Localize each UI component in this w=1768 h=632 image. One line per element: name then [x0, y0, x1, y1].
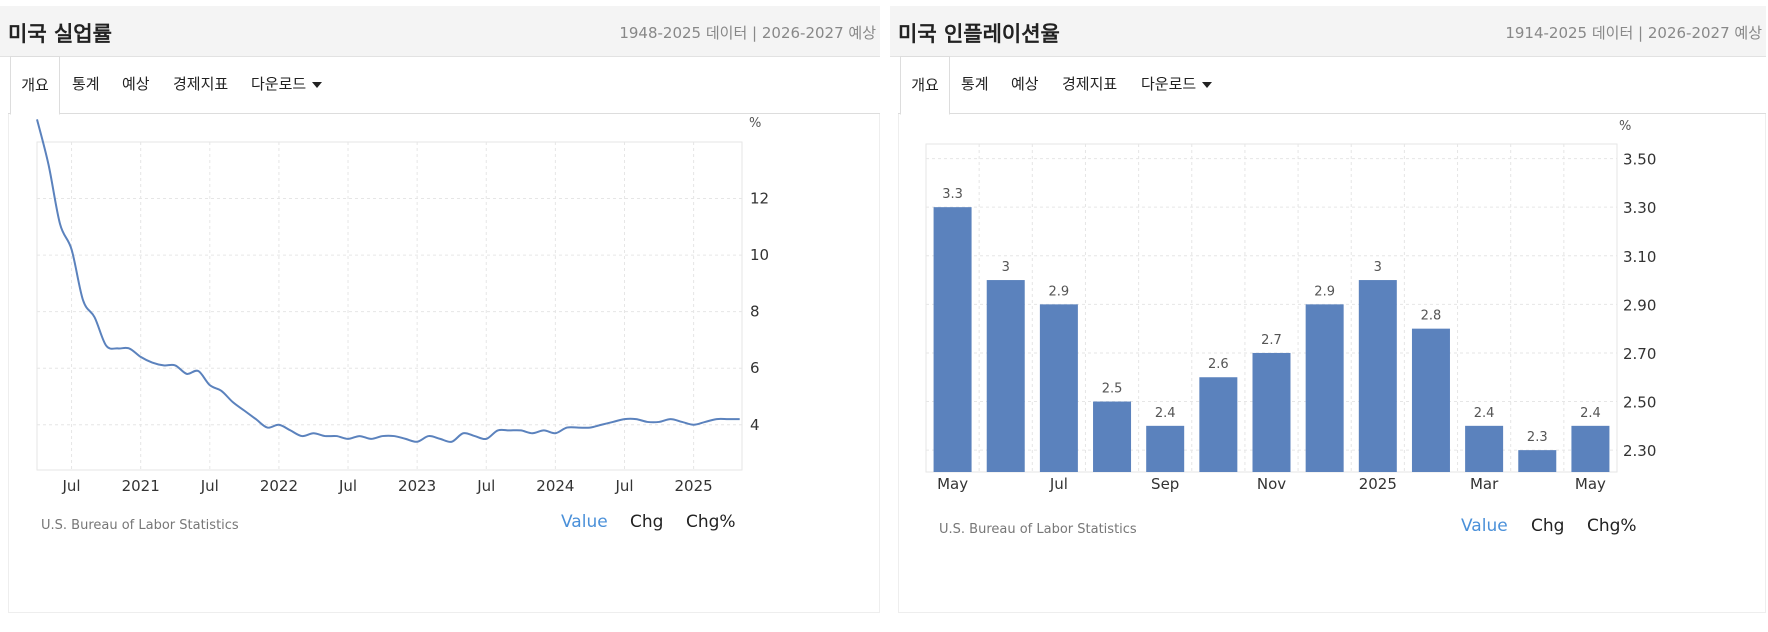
bar-data-label: 2.3: [1527, 430, 1548, 445]
panel-title: 미국 실업률: [8, 22, 112, 46]
tab-bar: 개요 통계 예상 경제지표 다운로드: [898, 56, 1766, 115]
bar: [986, 280, 1025, 472]
bar: [1252, 352, 1291, 472]
tab-indicators[interactable]: 경제지표: [1062, 75, 1118, 93]
chg-percent-button[interactable]: Chg%: [1587, 516, 1637, 536]
plot-frame: [36, 141, 743, 471]
value-button[interactable]: Value: [1461, 516, 1508, 536]
y-tick-label: 3.50: [1623, 151, 1656, 169]
tab-statistics[interactable]: 통계: [72, 75, 100, 93]
inflation-bar-chart: 2.30 2.50 2.70 2.90 3.10 3.30 3.50% 3.3 May 3 2.9 J…: [925, 119, 1656, 493]
x-tick-label: 2024: [536, 477, 574, 495]
bar-data-label: 3: [1002, 260, 1010, 275]
unemployment-panel: 미국 실업률 1948-2025 데이터 | 2026-2027 예상 개요 통…: [0, 6, 880, 620]
bar: [933, 207, 972, 472]
caret-down-icon: [312, 81, 323, 88]
tab-indicators[interactable]: 경제지표: [173, 75, 229, 93]
download-label: 다운로드: [1141, 75, 1197, 93]
tab-download[interactable]: 다운로드: [1141, 56, 1213, 112]
tab-forecast[interactable]: 예상: [1011, 75, 1039, 93]
tab-bar: 개요 통계 예상 경제지표 다운로드: [8, 56, 880, 115]
x-tick-label: 2025: [1359, 475, 1397, 493]
x-tick-label: 2023: [398, 477, 436, 495]
unit-label: %: [1619, 119, 1631, 134]
data-range-note: 1948-2025 데이터 | 2026-2027 예상: [619, 24, 876, 42]
bar: [1305, 304, 1344, 472]
bar-data-label: 2.9: [1314, 284, 1335, 299]
x-tick-label: 2021: [122, 477, 160, 495]
bar: [1518, 450, 1557, 472]
tab-statistics[interactable]: 통계: [961, 75, 989, 93]
tab-overview[interactable]: 개요: [900, 56, 950, 115]
chg-button[interactable]: Chg: [1531, 516, 1565, 536]
y-tick-label: 2.90: [1623, 296, 1656, 314]
x-tick-label: Jul: [614, 477, 633, 495]
x-tick-label: Sep: [1151, 475, 1179, 493]
bar: [1571, 425, 1610, 472]
y-tick-label: 4: [750, 416, 760, 434]
y-tick-label: 12: [750, 190, 769, 208]
x-tick-label: Mar: [1470, 475, 1499, 493]
bar: [1093, 401, 1132, 472]
source-label: U.S. Bureau of Labor Statistics: [41, 518, 239, 533]
y-tick-label: 2.50: [1623, 394, 1656, 412]
value-button[interactable]: Value: [561, 512, 608, 532]
bar-data-label: 2.4: [1155, 406, 1176, 421]
bar-data-label: 2.4: [1474, 406, 1495, 421]
x-tick-label: 2022: [260, 477, 298, 495]
source-label: U.S. Bureau of Labor Statistics: [939, 522, 1137, 537]
panel-title: 미국 인플레이션율: [898, 22, 1060, 46]
bar: [1199, 377, 1238, 472]
x-tick-label: Jul: [338, 477, 357, 495]
x-tick-label: May: [1575, 475, 1606, 493]
y-tick-label: 8: [750, 303, 760, 321]
unemployment-line-chart: 4 6 8 10 12% Jul 2021 Jul 2022 Jul 2023 Jul 2024 Jul 2…: [36, 116, 769, 495]
unemployment-series-line: [36, 119, 740, 443]
chart-area: 2.30 2.50 2.70 2.90 3.10 3.30 3.50% 3.3 May 3 2.9 J…: [898, 114, 1766, 613]
bar-data-label: 2.5: [1102, 382, 1123, 397]
y-tick-label: 2.30: [1623, 442, 1656, 460]
bar: [1358, 280, 1397, 472]
y-tick-label: 3.30: [1623, 199, 1656, 217]
bar: [1465, 425, 1504, 472]
bar: [1411, 328, 1450, 472]
panel-header: 미국 실업률 1948-2025 데이터 | 2026-2027 예상: [0, 6, 880, 57]
x-tick-label: Jul: [200, 477, 219, 495]
data-range-note: 1914-2025 데이터 | 2026-2027 예상: [1505, 24, 1762, 42]
chg-button[interactable]: Chg: [630, 512, 664, 532]
chart-area: 4 6 8 10 12% Jul 2021 Jul 2022 Jul 2023 Jul 2024 Jul 2…: [8, 114, 880, 613]
bar-data-label: 2.6: [1208, 357, 1229, 372]
x-tick-label: 2025: [675, 477, 713, 495]
inflation-panel: 미국 인플레이션율 1914-2025 데이터 | 2026-2027 예상 개…: [890, 6, 1766, 620]
caret-down-icon: [1202, 81, 1213, 88]
bar: [1039, 304, 1078, 472]
panel-header: 미국 인플레이션율 1914-2025 데이터 | 2026-2027 예상: [890, 6, 1766, 57]
tab-overview[interactable]: 개요: [10, 56, 60, 115]
y-tick-label: 3.10: [1623, 248, 1656, 266]
download-label: 다운로드: [251, 75, 307, 93]
y-tick-label: 2.70: [1623, 345, 1656, 363]
bar-data-label: 2.9: [1049, 284, 1070, 299]
bar-data-label: 3.3: [942, 187, 963, 202]
bar-data-label: 2.7: [1261, 333, 1282, 348]
x-tick-label: Jul: [62, 477, 81, 495]
x-tick-label: Jul: [476, 477, 495, 495]
bar-data-label: 2.4: [1580, 406, 1601, 421]
tab-forecast[interactable]: 예상: [122, 75, 150, 93]
bar-data-label: 2.8: [1421, 309, 1442, 324]
x-tick-label: May: [937, 475, 968, 493]
tab-download[interactable]: 다운로드: [251, 56, 323, 112]
bar: [1146, 425, 1185, 472]
y-tick-label: 10: [750, 246, 769, 264]
chg-percent-button[interactable]: Chg%: [686, 512, 736, 532]
y-tick-label: 6: [750, 359, 760, 377]
bar-data-label: 3: [1374, 260, 1382, 275]
unit-label: %: [749, 116, 761, 131]
x-tick-label: Nov: [1257, 475, 1286, 493]
x-tick-label: Jul: [1049, 475, 1068, 493]
